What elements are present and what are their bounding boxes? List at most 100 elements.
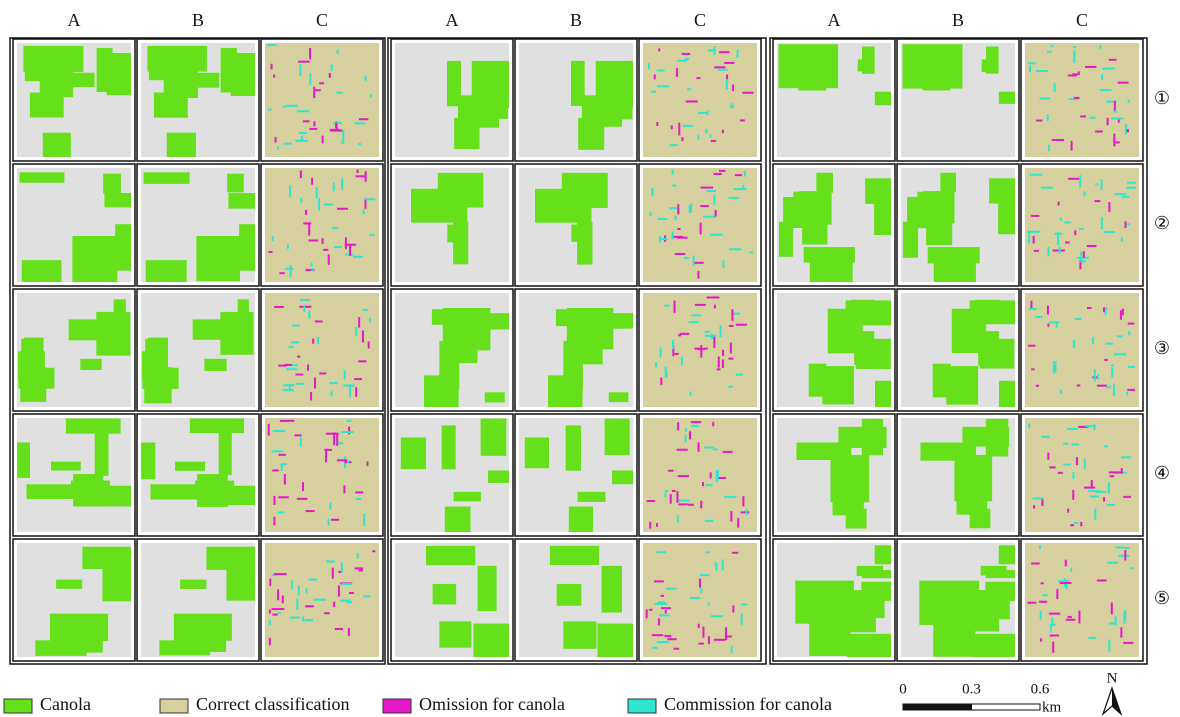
error-pixel xyxy=(677,228,680,230)
error-pixel xyxy=(1056,589,1058,599)
error-pixel xyxy=(1077,384,1081,386)
error-pixel xyxy=(310,392,312,400)
error-pixel xyxy=(1127,129,1129,132)
error-pixel xyxy=(348,628,350,636)
error-pixel xyxy=(1058,472,1063,474)
canola-area xyxy=(147,46,207,72)
error-pixel xyxy=(726,74,728,79)
error-pixel xyxy=(282,595,284,603)
canola-area xyxy=(454,492,481,501)
error-pixel xyxy=(347,420,352,422)
map-panel xyxy=(391,289,513,411)
error-pixel xyxy=(268,109,272,111)
error-pixel xyxy=(355,491,363,493)
error-pixel xyxy=(332,568,334,579)
error-pixel xyxy=(1079,175,1081,188)
error-pixel xyxy=(278,511,285,513)
error-pixel xyxy=(347,460,349,463)
error-pixel xyxy=(1049,613,1060,615)
error-pixel xyxy=(664,493,666,497)
map-panel xyxy=(639,414,761,536)
panel-background xyxy=(1025,168,1139,282)
error-pixel xyxy=(329,73,331,78)
canola-area xyxy=(22,260,62,282)
error-pixel xyxy=(1078,71,1080,75)
error-pixel xyxy=(677,204,679,214)
error-pixel xyxy=(324,612,330,614)
panel-background xyxy=(1025,418,1139,532)
row-label: ⑤ xyxy=(1154,588,1170,608)
map-panel xyxy=(773,164,895,286)
error-pixel xyxy=(688,504,694,506)
error-pixel xyxy=(335,123,337,128)
error-pixel xyxy=(1120,310,1122,319)
canola-area xyxy=(550,546,599,565)
error-pixel xyxy=(1030,174,1042,176)
error-pixel xyxy=(290,617,300,619)
error-pixel xyxy=(269,579,271,586)
error-pixel xyxy=(342,130,344,142)
column-header: A xyxy=(446,10,459,30)
canola-area xyxy=(228,193,255,209)
error-pixel xyxy=(715,210,717,217)
error-pixel xyxy=(655,603,668,605)
error-pixel xyxy=(1107,504,1115,506)
error-pixel xyxy=(324,449,332,451)
error-pixel xyxy=(331,519,339,521)
map-panel xyxy=(261,164,383,286)
error-pixel xyxy=(1084,191,1086,196)
error-pixel xyxy=(331,64,333,71)
canola-area xyxy=(486,314,506,329)
error-pixel xyxy=(1122,196,1129,198)
error-pixel xyxy=(355,122,366,124)
error-pixel xyxy=(1128,100,1130,103)
error-pixel xyxy=(305,605,314,607)
error-pixel xyxy=(1094,509,1096,520)
map-panel xyxy=(13,539,135,661)
error-pixel xyxy=(333,182,335,191)
scale-tick-label: 0.3 xyxy=(962,681,981,697)
error-pixel xyxy=(731,309,733,321)
canola-area xyxy=(447,61,461,106)
column-header: B xyxy=(570,10,582,30)
error-pixel xyxy=(315,89,321,91)
map-panel xyxy=(897,414,1019,536)
error-pixel xyxy=(1058,580,1069,582)
error-pixel xyxy=(280,463,286,465)
error-pixel xyxy=(676,68,678,77)
error-pixel xyxy=(700,588,702,593)
error-pixel xyxy=(355,567,363,569)
error-pixel xyxy=(287,244,289,249)
error-pixel xyxy=(1109,623,1116,625)
error-pixel xyxy=(355,327,357,336)
map-panel xyxy=(515,289,637,411)
error-pixel xyxy=(275,137,277,143)
error-pixel xyxy=(1042,436,1050,438)
error-pixel xyxy=(1035,316,1042,318)
error-pixel xyxy=(286,105,298,107)
canola-area xyxy=(190,418,244,433)
error-pixel xyxy=(1052,624,1056,626)
canola-area xyxy=(27,484,81,499)
error-pixel xyxy=(1073,50,1075,63)
error-pixel xyxy=(296,599,298,610)
error-pixel xyxy=(1050,45,1053,47)
error-pixel xyxy=(658,48,660,51)
error-pixel xyxy=(1088,637,1096,639)
error-pixel xyxy=(284,474,286,484)
canola-area xyxy=(795,581,854,624)
error-pixel xyxy=(308,311,310,319)
map-panel xyxy=(13,414,135,536)
error-pixel xyxy=(302,616,304,621)
error-pixel xyxy=(297,110,309,112)
column-header: B xyxy=(192,10,204,30)
error-pixel xyxy=(286,368,297,370)
error-pixel xyxy=(733,313,740,315)
error-pixel xyxy=(314,599,326,601)
error-pixel xyxy=(683,125,693,127)
canola-area xyxy=(102,555,131,601)
error-pixel xyxy=(742,92,753,94)
canola-area xyxy=(432,309,485,325)
error-pixel xyxy=(291,580,293,589)
error-pixel xyxy=(1127,182,1136,184)
